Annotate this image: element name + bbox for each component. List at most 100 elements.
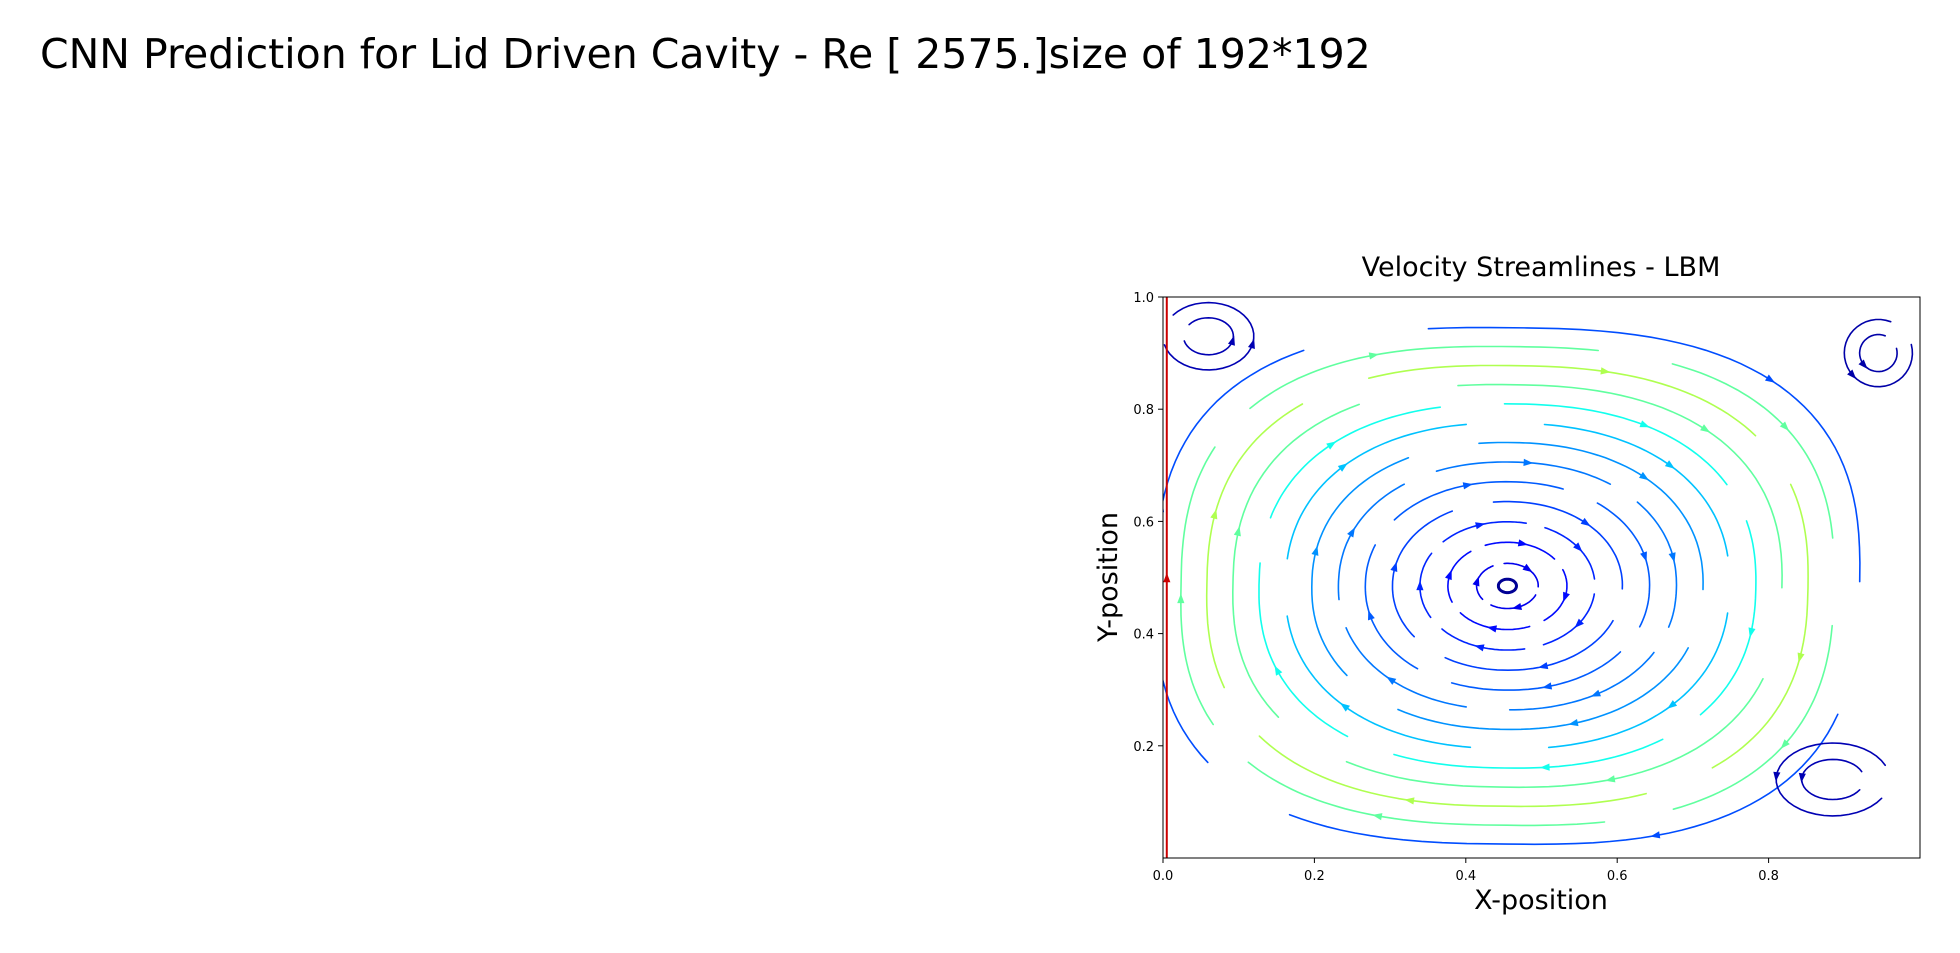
streamline-arrow bbox=[1517, 539, 1528, 547]
streamline bbox=[1247, 761, 1606, 827]
streamline bbox=[1444, 619, 1614, 672]
x-tick-label: 0.6 bbox=[1607, 869, 1628, 884]
streamline bbox=[1258, 735, 1647, 808]
streamline bbox=[1345, 678, 1764, 789]
streamline bbox=[1671, 363, 1834, 539]
streamlines-group bbox=[1163, 297, 1914, 858]
streamline-arrow bbox=[1486, 625, 1497, 633]
streamline-arrow bbox=[1233, 526, 1241, 537]
y-tick-label: 0.6 bbox=[1133, 515, 1154, 530]
streamline-arrow bbox=[1748, 627, 1756, 638]
streamline-arrow bbox=[1780, 739, 1790, 749]
streamline bbox=[1503, 562, 1539, 588]
streamline-arrow bbox=[1700, 424, 1711, 433]
streamline-arrow bbox=[1472, 576, 1480, 587]
streamline-arrow bbox=[1573, 542, 1583, 552]
streamline-arrow bbox=[1590, 689, 1601, 697]
streamline-arrow bbox=[1773, 771, 1781, 782]
streamline-arrow bbox=[1600, 367, 1611, 375]
plot-frame bbox=[1162, 296, 1921, 859]
streamline-arrow bbox=[1337, 463, 1348, 472]
streamline bbox=[1249, 345, 1599, 410]
streamline bbox=[1672, 624, 1833, 810]
plot-title: Velocity Streamlines - LBM bbox=[1362, 252, 1721, 283]
x-tick-label: 0.0 bbox=[1153, 869, 1174, 884]
streamline-arrow bbox=[1858, 359, 1868, 369]
streamline-arrow bbox=[1797, 652, 1805, 663]
streamline bbox=[1508, 651, 1655, 711]
streamline-arrow bbox=[1416, 580, 1424, 591]
streamline bbox=[1397, 647, 1689, 731]
streamline-arrow bbox=[1568, 719, 1579, 727]
streamline bbox=[1269, 406, 1441, 519]
streamline-arrow bbox=[1650, 831, 1661, 839]
streamline-arrow bbox=[1326, 441, 1337, 450]
streamline-arrow bbox=[1210, 509, 1218, 520]
streamline bbox=[1596, 502, 1651, 628]
streamline-arrow bbox=[1540, 763, 1550, 771]
streamline-arrow bbox=[1668, 552, 1676, 563]
streamline-arrow bbox=[1640, 551, 1647, 562]
streamline bbox=[1490, 594, 1537, 610]
streamline-arrow bbox=[1605, 775, 1616, 783]
streamline-arrow bbox=[1390, 561, 1398, 572]
streamline bbox=[1636, 501, 1678, 628]
x-tick-label: 0.8 bbox=[1758, 869, 1779, 884]
streamline-arrow bbox=[1765, 374, 1775, 383]
streamline-arrow bbox=[1311, 545, 1319, 556]
streamline bbox=[1337, 483, 1405, 601]
streamline bbox=[1450, 651, 1622, 691]
streamline-arrow bbox=[1667, 700, 1678, 709]
streamline-arrow bbox=[1404, 797, 1415, 805]
x-axis-ticks: 0.0 0.2 0.4 0.6 0.8 bbox=[1153, 858, 1779, 884]
streamline-arrow bbox=[1563, 591, 1570, 602]
streamline bbox=[1231, 403, 1360, 718]
streamline-arrow bbox=[1664, 460, 1675, 469]
streamline-arrow bbox=[1368, 352, 1379, 360]
corner-eddy-streamline bbox=[1775, 742, 1886, 817]
streamline-arrow bbox=[1779, 421, 1789, 431]
streamline bbox=[1544, 526, 1596, 580]
corner-eddy-streamline bbox=[1183, 316, 1235, 356]
vortex-core bbox=[1496, 577, 1518, 595]
streamline-arrow bbox=[1462, 482, 1473, 490]
streamline-arrow bbox=[1639, 471, 1649, 481]
streamline bbox=[1419, 552, 1433, 619]
streamline-arrow bbox=[1340, 703, 1350, 712]
streamline-arrow bbox=[1177, 593, 1185, 604]
y-axis-label: Y-position bbox=[1093, 512, 1124, 643]
streamline-arrow bbox=[1474, 644, 1485, 652]
streamline-arrow bbox=[1538, 662, 1549, 670]
streamline-arrow bbox=[1368, 610, 1375, 621]
streamline-arrow bbox=[1475, 522, 1486, 530]
y-tick-label: 1.0 bbox=[1133, 291, 1154, 306]
streamline-arrow bbox=[1574, 618, 1584, 628]
streamline-arrow bbox=[1511, 603, 1522, 610]
streamline bbox=[1435, 461, 1612, 485]
streamline-arrow bbox=[1580, 517, 1591, 527]
streamline bbox=[1457, 383, 1783, 589]
streamline-arrow bbox=[1523, 458, 1534, 466]
streamline bbox=[1345, 627, 1467, 708]
y-tick-label: 0.4 bbox=[1133, 628, 1154, 643]
y-tick-label: 0.8 bbox=[1133, 403, 1154, 418]
streamline-arrow bbox=[1847, 369, 1857, 380]
streamline-arrow bbox=[1372, 813, 1383, 821]
streamline bbox=[1286, 615, 1472, 749]
streamline bbox=[1492, 500, 1624, 590]
y-axis-ticks: 0.2 0.4 0.6 0.8 1.0 bbox=[1133, 291, 1163, 755]
streamline-arrow bbox=[1163, 572, 1171, 583]
streamline bbox=[1179, 446, 1216, 726]
x-tick-label: 0.4 bbox=[1455, 869, 1476, 884]
streamline bbox=[1542, 593, 1596, 646]
y-tick-label: 0.2 bbox=[1133, 740, 1154, 755]
streamline-arrows-group bbox=[1163, 335, 1868, 839]
streamline-arrow bbox=[1347, 527, 1355, 538]
streamline bbox=[1393, 480, 1564, 521]
x-axis-label: X-position bbox=[1474, 885, 1608, 916]
streamline-arrow bbox=[1639, 420, 1650, 428]
streamline-arrow bbox=[1445, 569, 1452, 581]
streamline bbox=[1163, 349, 1305, 764]
streamline-arrow bbox=[1386, 676, 1397, 685]
